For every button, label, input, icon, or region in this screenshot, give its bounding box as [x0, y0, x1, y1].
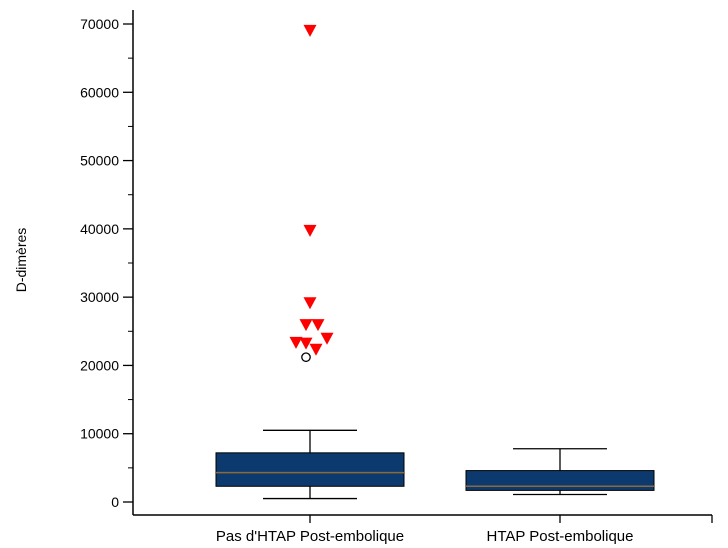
- far-out-value-marker: [303, 224, 317, 237]
- box: [465, 470, 655, 491]
- far-out-value-marker: [299, 319, 313, 332]
- x-axis: Pas d'HTAP Post-embolique HTAP Post-embol…: [133, 514, 713, 545]
- y-tick-label: 30000: [80, 289, 119, 305]
- box: [215, 452, 405, 487]
- plot-area: [215, 24, 655, 500]
- far-out-value-marker: [303, 297, 317, 310]
- far-out-value-marker: [309, 343, 323, 356]
- y-tick-label: 0: [111, 494, 119, 510]
- far-out-value-marker: [311, 319, 325, 332]
- y-tick-label: 40000: [80, 221, 119, 237]
- y-tick-label: 60000: [80, 84, 119, 100]
- box-group: [215, 352, 405, 500]
- far-out-value-marker: [320, 332, 334, 345]
- box-group: [465, 448, 655, 496]
- far-out-value-marker: [289, 336, 303, 349]
- y-axis-title: D-dimères: [13, 228, 29, 293]
- outside-value-marker: [301, 352, 311, 363]
- y-tick-label: 70000: [80, 16, 119, 32]
- y-tick-label: 20000: [80, 357, 119, 373]
- x-category-label: HTAP Post-embolique: [486, 528, 633, 545]
- x-category-label: Pas d'HTAP Post-embolique: [216, 528, 404, 545]
- y-axis: 0 10000 20000 30000 40000 50000 60000 70000: [80, 10, 134, 515]
- y-tick-label: 10000: [80, 426, 119, 442]
- far-out-value-marker: [299, 337, 313, 350]
- y-tick-label: 50000: [80, 153, 119, 169]
- far-out-value-marker: [303, 24, 317, 37]
